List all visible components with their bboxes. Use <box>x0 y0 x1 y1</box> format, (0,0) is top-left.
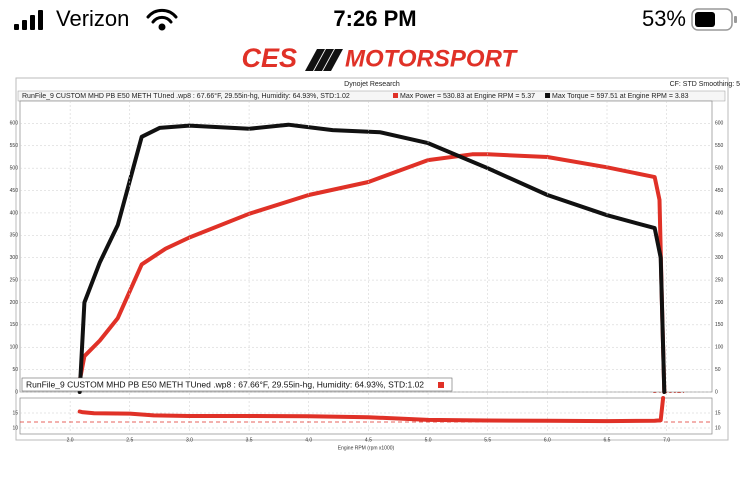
y-tick-label: 15 <box>12 410 18 416</box>
logo-left: CES <box>241 43 297 73</box>
plot-area <box>19 100 713 393</box>
y-tick-label: 0 <box>15 389 18 395</box>
y2-tick-label: 300 <box>715 255 724 261</box>
legend-swatch <box>545 93 551 98</box>
data-line <box>77 396 666 424</box>
x-tick-label: 2.0 <box>67 437 74 443</box>
y-tick-label: 100 <box>10 345 19 351</box>
y-tick-label: 250 <box>10 277 19 283</box>
x-tick-label: 4.0 <box>305 437 312 443</box>
y2-tick-label: 600 <box>715 121 724 127</box>
y-tick-label: 10 <box>12 425 18 431</box>
y2-tick-label: 50 <box>715 367 721 373</box>
signal-icon <box>14 10 43 30</box>
y2-tick-label: 100 <box>715 345 724 351</box>
logo-slashes <box>305 49 343 71</box>
x-tick-label: 7.0 <box>663 437 670 443</box>
legend-box <box>21 377 453 392</box>
y-tick-label: 150 <box>10 322 19 328</box>
y-tick-label: 550 <box>10 143 19 149</box>
legend-swatch <box>438 382 444 388</box>
plots: 0 0 50 50 100 100 150 150 200 200 250 250 300 300 350 3… <box>10 93 724 451</box>
y-tick-label: 50 <box>12 367 18 373</box>
y2-tick-label: 150 <box>715 322 724 328</box>
x-tick-label: 6.5 <box>604 437 611 443</box>
y-tick-label: 600 <box>10 121 19 127</box>
legend-title: RunFile_9 CUSTOM MHD PB E50 METH TUned .… <box>26 379 424 389</box>
y2-tick-label: 350 <box>715 233 724 239</box>
chart-frame <box>15 77 729 441</box>
y2-tick-label: 0 <box>715 389 718 395</box>
header-title: Dynojet Research <box>344 81 400 88</box>
x-tick-label: 5.5 <box>484 437 491 443</box>
y2-tick-label: 450 <box>715 188 724 194</box>
x-tick-label: 4.5 <box>365 437 372 443</box>
carrier: Verizon <box>56 6 129 31</box>
x-tick-label: 6.0 <box>544 437 551 443</box>
legend-entry: Max Power = 530.83 at Engine RPM = 5.37 <box>400 93 535 100</box>
run-info: RunFile_9 CUSTOM MHD PB E50 METH TUned .… <box>22 92 350 100</box>
y2-tick-label: 550 <box>715 143 724 149</box>
data-line <box>77 122 667 394</box>
legend-swatch <box>393 93 398 98</box>
y2-tick-label: 400 <box>715 210 724 216</box>
y2-tick-label: 500 <box>715 165 724 171</box>
y-tick-label: 200 <box>10 300 19 306</box>
y-tick-label: 350 <box>10 233 19 239</box>
y2-tick-label: 15 <box>715 410 721 416</box>
header-settings: CF: STD Smoothing: 5 <box>670 81 741 88</box>
x-tick-label: 3.5 <box>246 437 253 443</box>
battery-percent: 53% <box>642 6 686 31</box>
battery-icon <box>691 8 737 31</box>
y2-tick-label: 250 <box>715 277 724 283</box>
x-axis-label: Engine RPM (rpm x1000) <box>338 445 395 451</box>
y-tick-label: 450 <box>10 188 19 194</box>
legend-entry: Max Torque = 597.51 at Engine RPM = 3.83 <box>552 93 689 100</box>
clock: 7:26 PM <box>333 6 416 31</box>
logo-right: MOTORSPORT <box>345 45 518 72</box>
y-tick-label: 300 <box>10 255 19 261</box>
y2-tick-label: 200 <box>715 300 724 306</box>
x-tick-label: 2.5 <box>126 437 133 443</box>
y-tick-label: 400 <box>10 210 19 216</box>
x-tick-label: 3.0 <box>186 437 193 443</box>
y-tick-label: 500 <box>10 165 19 171</box>
wifi-icon <box>146 8 178 31</box>
x-tick-label: 5.0 <box>425 437 432 443</box>
y2-tick-label: 10 <box>715 425 721 431</box>
